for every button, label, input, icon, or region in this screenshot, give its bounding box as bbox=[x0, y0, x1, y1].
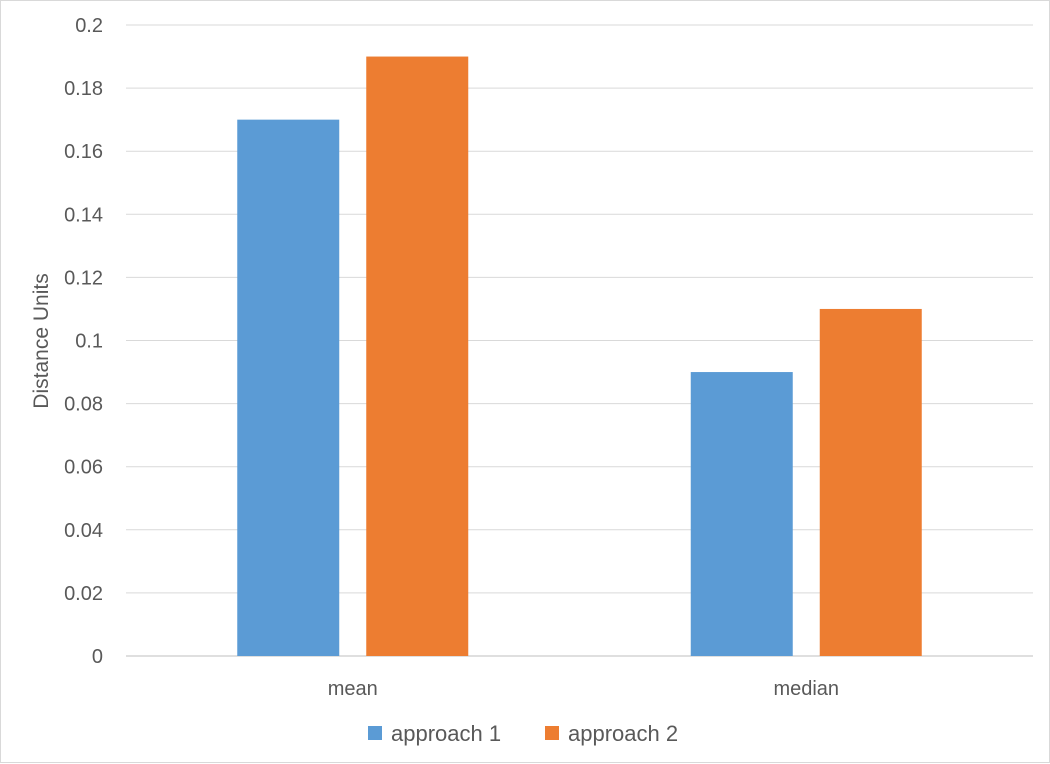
bar-approach-2-mean bbox=[366, 56, 469, 657]
y-tick-label: 0.12 bbox=[64, 267, 103, 289]
legend-label: approach 1 bbox=[391, 721, 501, 746]
bars bbox=[237, 56, 922, 657]
bar-approach-1-median bbox=[690, 372, 793, 656]
y-axis-title: Distance Units bbox=[30, 273, 53, 408]
y-tick-label: 0.16 bbox=[64, 141, 103, 163]
y-axis-ticks: 0 0.02 0.04 0.06 0.08 0.1 0.12 0.14 0.16 0.18 0.2 bbox=[64, 15, 103, 668]
legend-swatch bbox=[545, 726, 559, 740]
y-tick-label: 0.1 bbox=[75, 331, 103, 353]
y-tick-label: 0.04 bbox=[64, 520, 103, 542]
x-category-label: mean bbox=[328, 678, 378, 700]
x-category-label: median bbox=[773, 678, 839, 700]
y-tick-label: 0 bbox=[92, 646, 103, 668]
y-tick-label: 0.02 bbox=[64, 583, 103, 605]
y-tick-label: 0.2 bbox=[75, 15, 103, 37]
bar-approach-1-mean bbox=[237, 119, 340, 656]
y-tick-label: 0.06 bbox=[64, 457, 103, 479]
y-tick-label: 0.14 bbox=[64, 204, 103, 226]
bar-approach-2-median bbox=[819, 308, 922, 656]
legend: approach 1 approach 2 bbox=[368, 721, 678, 746]
y-tick-label: 0.08 bbox=[64, 394, 103, 416]
x-axis-categories: mean median bbox=[328, 678, 839, 700]
legend-swatch bbox=[368, 726, 382, 740]
legend-label: approach 2 bbox=[568, 721, 678, 746]
y-tick-label: 0.18 bbox=[64, 78, 103, 100]
